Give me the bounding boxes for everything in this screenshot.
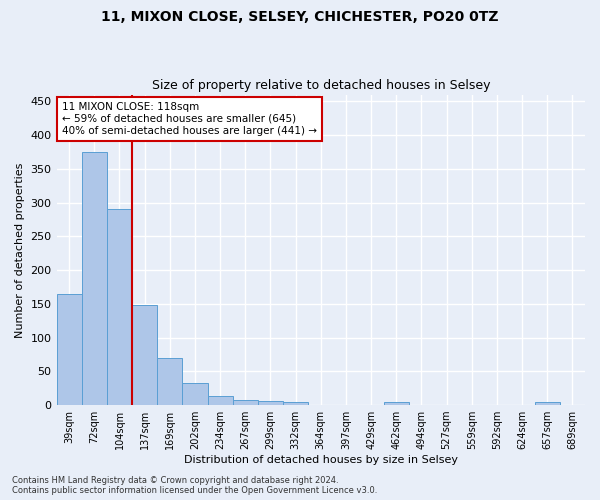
X-axis label: Distribution of detached houses by size in Selsey: Distribution of detached houses by size …: [184, 455, 458, 465]
Bar: [208, 396, 233, 405]
Bar: [233, 400, 258, 405]
Text: 11, MIXON CLOSE, SELSEY, CHICHESTER, PO20 0TZ: 11, MIXON CLOSE, SELSEY, CHICHESTER, PO2…: [101, 10, 499, 24]
Text: Contains HM Land Registry data © Crown copyright and database right 2024.
Contai: Contains HM Land Registry data © Crown c…: [12, 476, 377, 495]
Bar: [132, 305, 157, 405]
Bar: [283, 402, 308, 405]
Bar: [107, 210, 132, 405]
Bar: [157, 358, 182, 405]
Bar: [182, 383, 208, 405]
Title: Size of property relative to detached houses in Selsey: Size of property relative to detached ho…: [152, 79, 490, 92]
Bar: [258, 401, 283, 405]
Bar: [383, 402, 409, 405]
Text: 11 MIXON CLOSE: 118sqm
← 59% of detached houses are smaller (645)
40% of semi-de: 11 MIXON CLOSE: 118sqm ← 59% of detached…: [62, 102, 317, 136]
Bar: [82, 152, 107, 405]
Y-axis label: Number of detached properties: Number of detached properties: [15, 162, 25, 338]
Bar: [535, 402, 560, 405]
Bar: [56, 294, 82, 405]
